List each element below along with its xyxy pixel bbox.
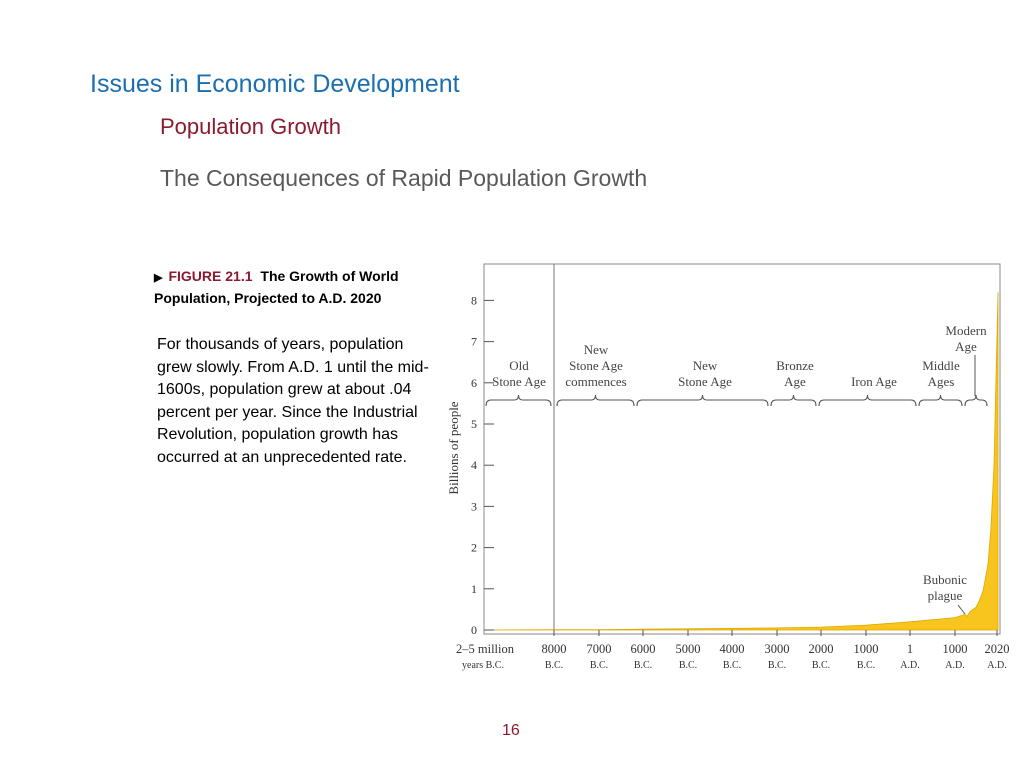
era-label: Bronze <box>776 358 814 373</box>
x-tick-label: B.C. <box>857 660 875 671</box>
era-brace <box>556 394 635 407</box>
x-tick-label: A.D. <box>945 660 964 671</box>
play-arrow-icon: ▶ <box>154 272 163 284</box>
y-tick-label: 7 <box>471 335 477 349</box>
era-label: New <box>693 358 718 373</box>
era-brace <box>964 394 988 407</box>
era-label: Iron Age <box>851 374 897 389</box>
population-area <box>483 292 999 631</box>
x-tick-label: 6000 <box>631 642 656 656</box>
era-label: Stone Age <box>569 358 623 373</box>
slide-title: Issues in Economic Development <box>90 70 460 98</box>
y-tick-label: 0 <box>471 623 477 637</box>
x-tick-label: 5000 <box>676 642 701 656</box>
chart-frame <box>483 263 1001 635</box>
era-brace <box>770 394 817 407</box>
era-brace <box>636 394 769 407</box>
era-label: Stone Age <box>678 374 732 389</box>
slide-subtitle: Population Growth <box>160 114 341 139</box>
y-tick-label: 3 <box>471 499 477 513</box>
era-label: Ages <box>928 374 955 389</box>
era-brace <box>918 394 963 407</box>
era-brace <box>485 394 552 407</box>
x-tick-label: B.C. <box>812 660 830 671</box>
era-label: New <box>584 342 609 357</box>
x-tick-label: 2–5 million <box>456 642 515 656</box>
bubonic-plague-label: plague <box>928 588 963 603</box>
x-tick-label: A.D. <box>900 660 919 671</box>
x-tick-label: 1 <box>907 642 913 656</box>
era-label: Modern <box>945 323 987 338</box>
x-tick-label: B.C. <box>590 660 608 671</box>
y-axis-label: Billions of people <box>446 401 461 494</box>
x-tick-label: 7000 <box>587 642 612 656</box>
era-label: Middle <box>922 358 960 373</box>
x-tick-label: years B.C. <box>462 660 504 671</box>
page-number: 16 <box>502 722 520 739</box>
era-label: Old <box>509 358 529 373</box>
bubonic-plague-label: Bubonic <box>923 572 967 587</box>
x-tick-label: 2020 <box>985 642 1010 656</box>
x-tick-label: 8000 <box>542 642 567 656</box>
x-tick-label: B.C. <box>634 660 652 671</box>
y-tick-label: 1 <box>471 582 477 596</box>
era-label: commences <box>565 374 626 389</box>
x-tick-label: 4000 <box>720 642 745 656</box>
era-brace <box>818 394 917 407</box>
era-label: Age <box>784 374 806 389</box>
x-tick-label: 1000 <box>854 642 879 656</box>
caption-body: For thousands of years, population grew … <box>157 336 429 466</box>
bubonic-plague-pointer <box>957 604 966 615</box>
figure-title: The Growth of World Population, Projecte… <box>154 268 399 306</box>
slide-heading: The Consequences of Rapid Population Gro… <box>160 165 648 191</box>
x-tick-label: B.C. <box>545 660 563 671</box>
x-tick-label: A.D. <box>987 660 1006 671</box>
y-tick-label: 5 <box>471 417 477 431</box>
x-tick-label: 3000 <box>765 642 790 656</box>
population-chart: 0 1 2 3 4 5 6 7 8 Billions of people 2–5 million ye… <box>446 263 1010 671</box>
y-tick-label: 8 <box>471 293 477 307</box>
y-tick-label: 2 <box>471 541 477 555</box>
figure-label: FIGURE 21.1 <box>168 268 253 284</box>
x-tick-label: 2000 <box>809 642 834 656</box>
figure-caption: ▶ FIGURE 21.1 The Growth of World Populat… <box>154 266 449 308</box>
x-tick-label: B.C. <box>768 660 786 671</box>
x-tick-label: B.C. <box>723 660 741 671</box>
era-label: Stone Age <box>492 374 546 389</box>
y-tick-label: 6 <box>471 376 477 390</box>
x-tick-label: B.C. <box>679 660 697 671</box>
y-tick-label: 4 <box>471 458 477 472</box>
x-tick-label: 1000 <box>943 642 968 656</box>
era-label: Age <box>955 339 977 354</box>
